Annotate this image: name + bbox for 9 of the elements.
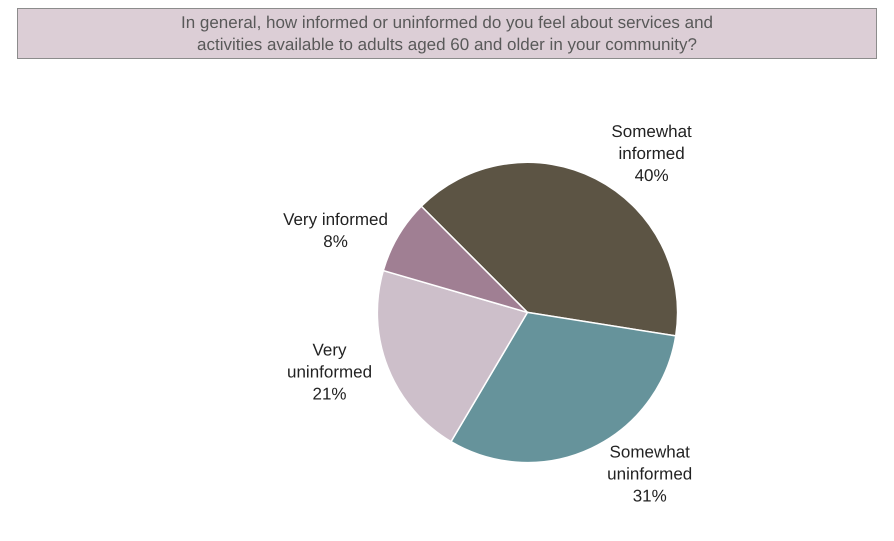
slice-label: Somewhat uninformed <box>607 442 692 484</box>
data-label: 21% <box>312 384 347 404</box>
slice-label: Very uninformed <box>287 340 372 382</box>
chart-title: In general, how informed or uninformed do you feel about services and activities available to adults aged 60 and older in your community? <box>180 13 714 54</box>
slice-label: Somewhat informed <box>611 122 692 164</box>
data-label: 8% <box>323 232 348 252</box>
data-label: 40% <box>634 166 669 186</box>
data-label: 31% <box>632 486 667 506</box>
slice-label: Very informed <box>283 210 388 230</box>
